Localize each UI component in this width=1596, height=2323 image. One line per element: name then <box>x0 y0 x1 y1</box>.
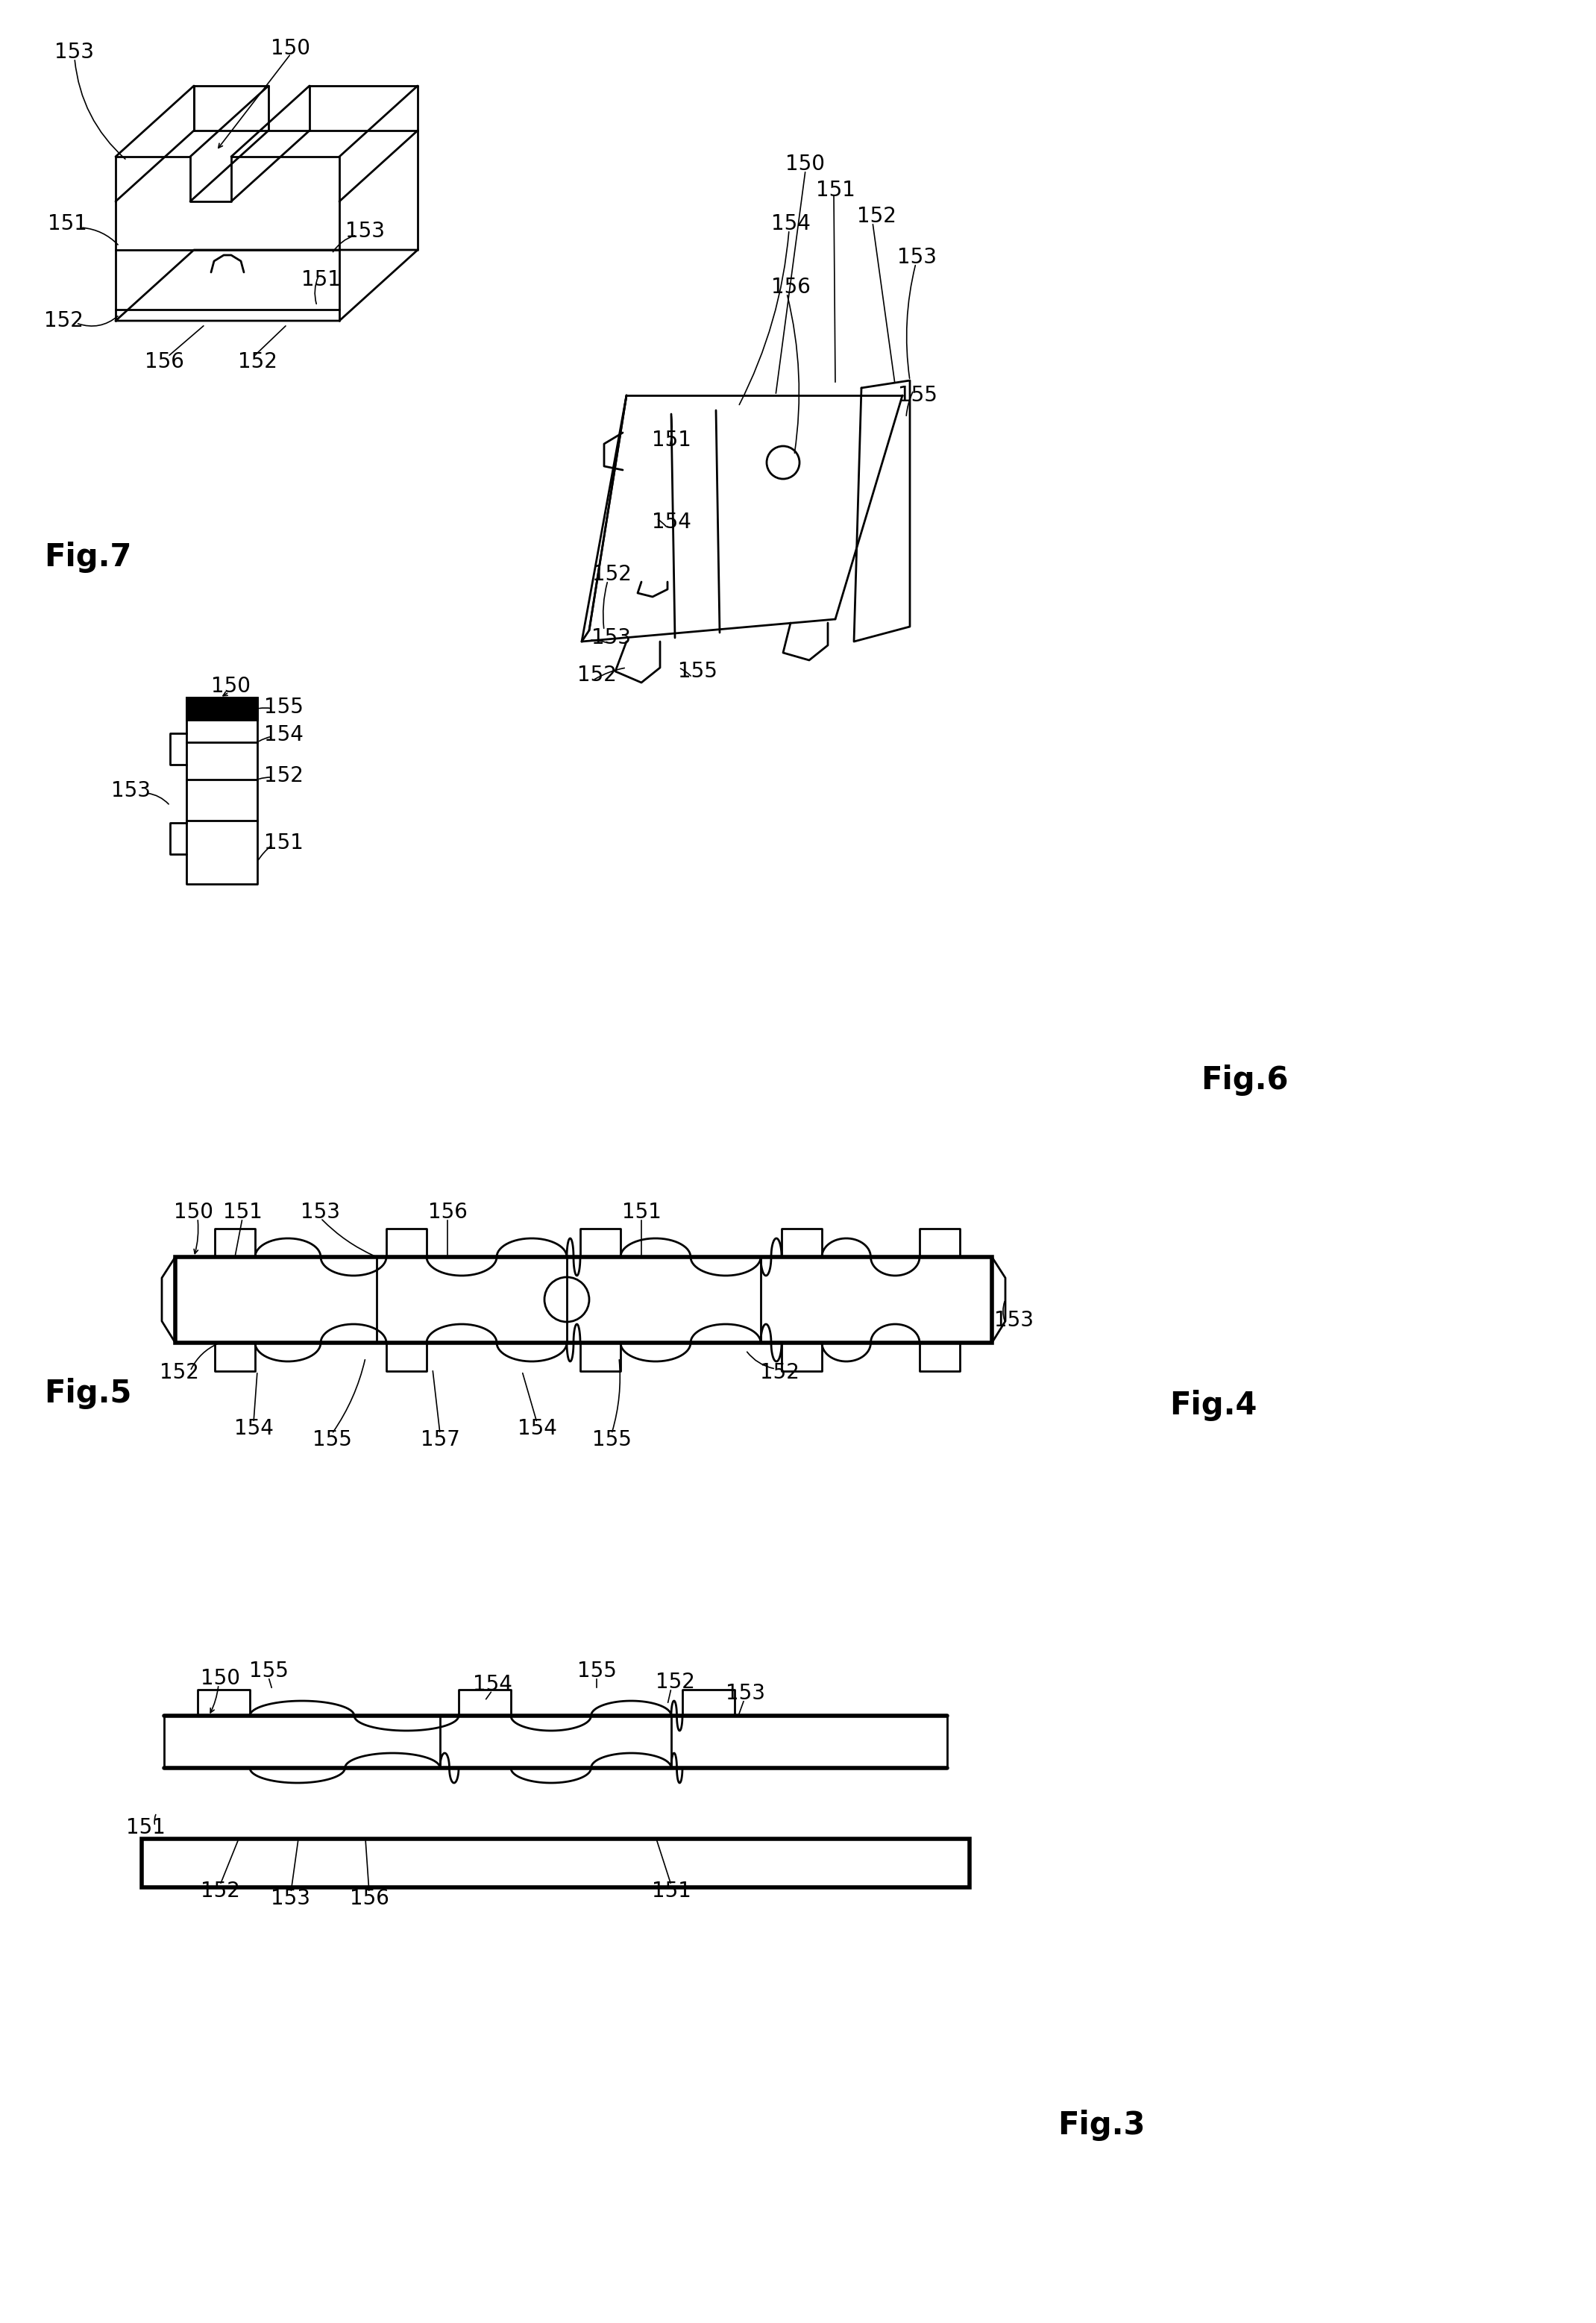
Bar <box>176 1257 991 1343</box>
Text: 152: 152 <box>857 207 895 228</box>
Text: 151: 151 <box>816 179 855 200</box>
Text: Fig.3: Fig.3 <box>1058 2109 1144 2142</box>
Text: 153: 153 <box>726 1682 766 1703</box>
Text: 157: 157 <box>420 1429 460 1450</box>
Text: 156: 156 <box>428 1201 468 1222</box>
Text: 155: 155 <box>897 386 937 407</box>
Text: 150: 150 <box>785 153 825 174</box>
Text: 156: 156 <box>771 276 811 297</box>
Text: 151: 151 <box>263 832 303 853</box>
Text: 155: 155 <box>592 1429 632 1450</box>
Text: Fig.4: Fig.4 <box>1170 1389 1256 1422</box>
Text: 153: 153 <box>302 1201 340 1222</box>
Text: 152: 152 <box>760 1361 800 1382</box>
Text: 153: 153 <box>897 246 937 267</box>
Text: 154: 154 <box>263 725 303 746</box>
Text: 152: 152 <box>238 351 278 372</box>
Bar <box>187 697 257 720</box>
Text: 156: 156 <box>144 351 184 372</box>
Text: 152: 152 <box>656 1673 694 1693</box>
Text: 150: 150 <box>271 37 311 58</box>
Text: 152: 152 <box>576 664 616 685</box>
Text: 153: 153 <box>54 42 94 63</box>
Text: 152: 152 <box>160 1361 200 1382</box>
Text: 153: 153 <box>592 627 632 648</box>
Text: 151: 151 <box>651 430 691 451</box>
Text: 152: 152 <box>592 564 632 585</box>
Text: 150: 150 <box>211 676 251 697</box>
Text: 153: 153 <box>994 1310 1034 1331</box>
Text: 151: 151 <box>651 1882 691 1903</box>
Text: 153: 153 <box>346 221 385 242</box>
Text: 152: 152 <box>43 311 83 332</box>
Text: 154: 154 <box>651 511 691 532</box>
Text: 152: 152 <box>263 764 303 785</box>
Text: 153: 153 <box>271 1889 311 1910</box>
Text: 152: 152 <box>200 1882 239 1903</box>
Text: 153: 153 <box>110 781 150 801</box>
Text: 155: 155 <box>263 697 303 718</box>
Text: Fig.6: Fig.6 <box>1202 1064 1288 1096</box>
Text: 151: 151 <box>126 1817 164 1837</box>
Text: 151: 151 <box>302 269 340 290</box>
Text: 151: 151 <box>223 1201 262 1222</box>
Text: 151: 151 <box>48 214 86 235</box>
Text: 150: 150 <box>200 1668 239 1689</box>
Text: 154: 154 <box>235 1417 273 1438</box>
Text: 155: 155 <box>313 1429 351 1450</box>
Text: Fig.7: Fig.7 <box>45 541 131 574</box>
Text: 154: 154 <box>771 214 811 235</box>
Text: 155: 155 <box>249 1661 289 1682</box>
Text: 151: 151 <box>622 1201 661 1222</box>
Text: Fig.5: Fig.5 <box>45 1378 131 1410</box>
Bar <box>142 1840 969 1886</box>
Text: 155: 155 <box>678 662 717 683</box>
Text: 150: 150 <box>174 1201 214 1222</box>
Text: 154: 154 <box>472 1675 512 1696</box>
Text: 154: 154 <box>517 1417 557 1438</box>
Text: 155: 155 <box>576 1661 616 1682</box>
Text: 156: 156 <box>350 1889 389 1910</box>
